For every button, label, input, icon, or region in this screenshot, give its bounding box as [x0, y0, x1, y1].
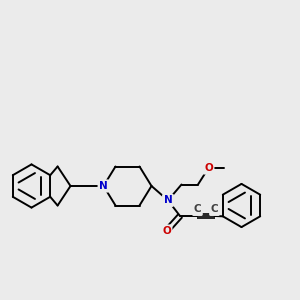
Text: N: N [164, 195, 172, 206]
Text: C: C [211, 204, 218, 214]
Text: N: N [99, 181, 108, 191]
Text: O: O [204, 163, 213, 173]
Text: O: O [162, 226, 171, 236]
Text: C: C [194, 204, 201, 214]
